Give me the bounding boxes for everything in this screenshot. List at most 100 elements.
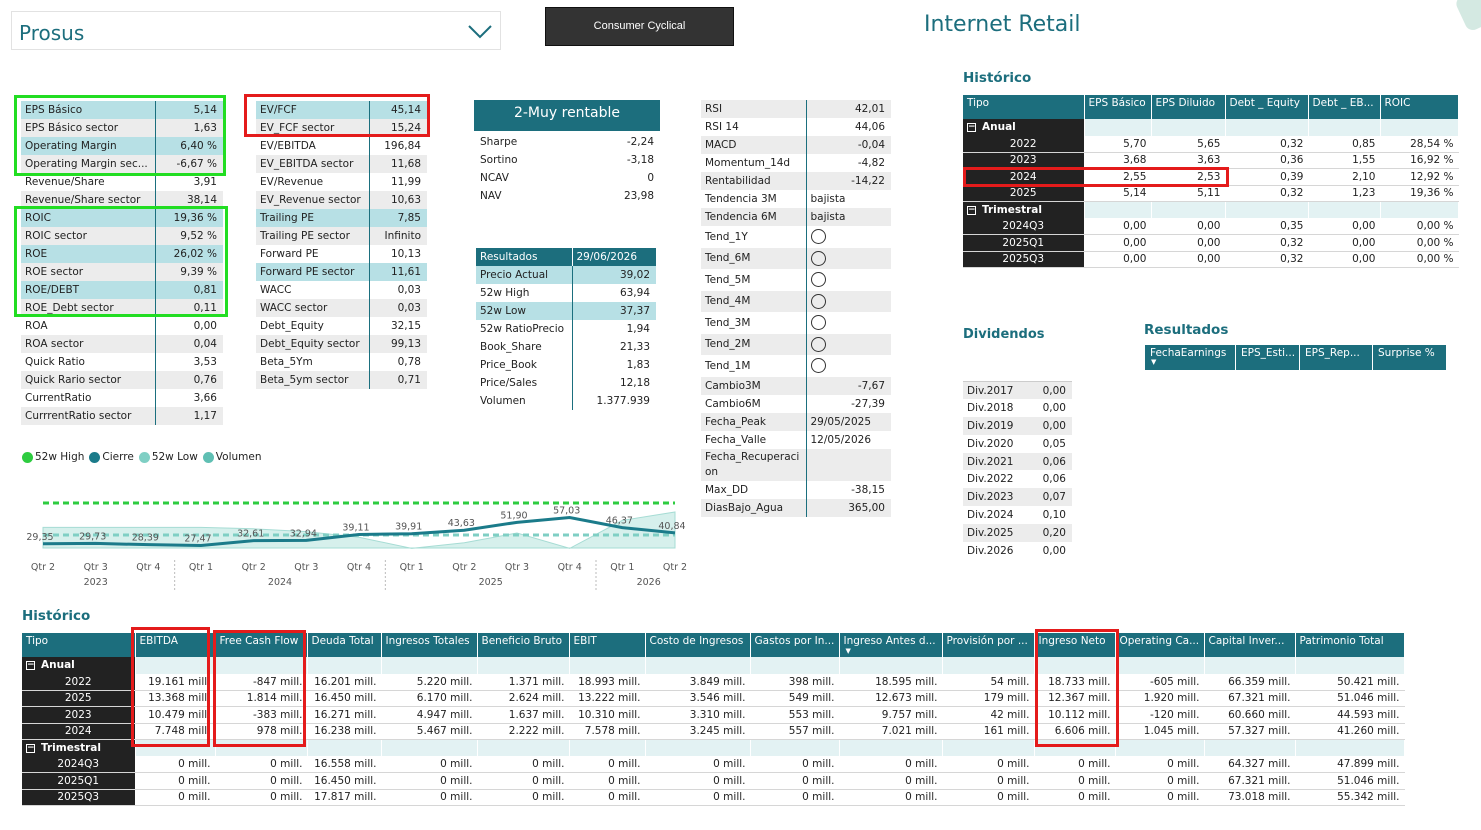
resultado-value: 1,94 bbox=[572, 320, 656, 338]
resultados2-col[interactable]: FechaEarnings ▼ bbox=[1145, 345, 1236, 370]
x-tick-label: Qtr 1 bbox=[189, 562, 213, 573]
col-header[interactable]: Patrimonio Total bbox=[1295, 633, 1405, 657]
highlight-box-red bbox=[131, 627, 210, 747]
cell: 0,00 % bbox=[1380, 234, 1459, 252]
resultados2-col[interactable]: EPS_Rep... bbox=[1300, 345, 1373, 370]
empty-cell bbox=[1034, 739, 1116, 756]
fundamental-label: Revenue/Share sector bbox=[21, 191, 156, 209]
valuation-label: Trailing PE bbox=[256, 209, 370, 227]
legend-dot-icon bbox=[89, 451, 101, 463]
col-header[interactable]: EBITDA bbox=[135, 633, 216, 657]
ratio-label: NCAV bbox=[480, 172, 509, 184]
highlight-box-green bbox=[14, 95, 226, 176]
fundamental-row: ROE sector 9,39 % bbox=[21, 263, 223, 281]
empty-cell bbox=[135, 657, 216, 674]
sector-button[interactable]: Consumer Cyclical bbox=[545, 7, 734, 46]
col-header[interactable]: EBIT bbox=[569, 633, 646, 657]
col-header[interactable]: Tipo bbox=[22, 633, 136, 657]
col-header[interactable]: Tipo bbox=[963, 95, 1085, 119]
valuation-value: 196,84 bbox=[369, 137, 427, 155]
section-row[interactable]: − Trimestral bbox=[22, 739, 1405, 756]
cell: 0,32 bbox=[1225, 185, 1309, 202]
highlight-box-red bbox=[213, 630, 306, 747]
dividend-year: Div.2023 bbox=[963, 488, 1026, 507]
historico-top-table: Tipo EPS Básico EPS Diluido Debt _ Equity De… bbox=[963, 95, 1459, 268]
resultados2-col[interactable]: Surprise % bbox=[1373, 345, 1447, 370]
cell: 0 mill. bbox=[1034, 789, 1116, 806]
cell: 0 mill. bbox=[215, 789, 308, 806]
fundamental-value: 0,00 bbox=[155, 317, 223, 335]
cell: 28,54 % bbox=[1380, 135, 1459, 153]
col-header[interactable]: Capital Inver... bbox=[1204, 633, 1296, 657]
col-header[interactable]: Ingresos Totales bbox=[381, 633, 478, 657]
col-header[interactable]: Ingreso Antes d... ▼ bbox=[839, 633, 943, 657]
row-label: 2024Q3 bbox=[963, 218, 1085, 235]
col-header[interactable]: Debt _ Equity bbox=[1225, 95, 1309, 119]
collapse-icon[interactable]: − bbox=[26, 659, 35, 670]
dividend-year: Div.2017 bbox=[963, 381, 1026, 400]
section-row[interactable]: − Anual bbox=[22, 657, 1405, 674]
tech-value: -7,67 bbox=[806, 376, 891, 395]
empty-cell bbox=[750, 657, 840, 674]
table-row: 2024Q3 0 mill. 0 mill. 16.558 mill. 0 mill. 0… bbox=[22, 756, 1405, 773]
section-row[interactable]: − Anual bbox=[963, 119, 1459, 136]
fundamental-label: Operating Margin bbox=[21, 137, 156, 155]
section-row[interactable]: − Trimestral bbox=[963, 201, 1459, 218]
collapse-icon[interactable]: − bbox=[967, 121, 976, 132]
dividend-year: Div.2022 bbox=[963, 470, 1026, 489]
section-label[interactable]: − Anual bbox=[22, 657, 136, 674]
dividend-row: Div.2026 0,00 bbox=[963, 541, 1072, 560]
section-label[interactable]: − Anual bbox=[963, 119, 1085, 136]
row-label: 2025Q1 bbox=[22, 772, 136, 790]
section-label[interactable]: − Trimestral bbox=[22, 739, 136, 756]
col-header[interactable]: Beneficio Bruto bbox=[477, 633, 570, 657]
row-label: 2024 bbox=[22, 723, 136, 740]
col-header[interactable]: Debt _ EB... bbox=[1308, 95, 1381, 119]
fundamental-row: ROIC sector 9,52 % bbox=[21, 227, 223, 245]
col-header[interactable]: ROIC bbox=[1380, 95, 1459, 119]
col-header[interactable]: Operating Ca... bbox=[1115, 633, 1205, 657]
x-tick-label: Qtr 2 bbox=[663, 562, 687, 573]
col-header[interactable]: Costo de Ingresos bbox=[645, 633, 751, 657]
data-label: 28,39 bbox=[132, 533, 159, 544]
col-header[interactable]: EPS Básico bbox=[1084, 95, 1152, 119]
col-header[interactable]: Provisión por ... bbox=[942, 633, 1035, 657]
cell: -120 mill. bbox=[1115, 706, 1205, 724]
valuation-row: WACC 0,03 bbox=[256, 281, 427, 299]
fundamental-value: 26,02 % bbox=[155, 245, 223, 263]
valuation-label: EV/FCF bbox=[256, 101, 370, 119]
collapse-icon[interactable]: − bbox=[26, 742, 35, 753]
x-tick-label: Qtr 2 bbox=[452, 562, 476, 573]
col-header[interactable]: EPS Diluido bbox=[1151, 95, 1226, 119]
fundamental-row: CurrrentRatio sector 1,17 bbox=[21, 407, 223, 425]
tech-row: Tend_6M bbox=[701, 247, 891, 269]
historico-top-title: Histórico bbox=[963, 70, 1032, 86]
ratio-row: NAV 23,98 bbox=[476, 187, 660, 205]
cell: 0 mill. bbox=[381, 789, 478, 806]
valuation-label: Debt_Equity sector bbox=[256, 335, 370, 353]
ratio-value: 0 bbox=[647, 172, 654, 184]
dividend-row: Div.2018 0,00 bbox=[963, 399, 1072, 418]
trend-circle-icon bbox=[810, 336, 826, 352]
data-label: 27,47 bbox=[184, 534, 211, 545]
col-header[interactable]: Free Cash Flow bbox=[215, 633, 308, 657]
resultado-row: Precio Actual 39,02 bbox=[476, 266, 656, 284]
fundamental-label: CurrrentRatio sector bbox=[21, 407, 156, 425]
valuation-row: EV/EBITDA 196,84 bbox=[256, 137, 427, 155]
cell: 0 mill. bbox=[839, 756, 943, 773]
tech-label: Tendencia 6M bbox=[701, 208, 807, 226]
cell: 5,11 bbox=[1151, 185, 1226, 202]
col-header[interactable]: Deuda Total bbox=[307, 633, 382, 657]
col-header[interactable]: Gastos por In... bbox=[750, 633, 840, 657]
valuation-row: WACC sector 0,03 bbox=[256, 299, 427, 317]
resultados2-col[interactable]: EPS_Esti... bbox=[1236, 345, 1300, 370]
valuation-value: 10,63 bbox=[369, 191, 427, 209]
data-label: 40,84 bbox=[658, 521, 685, 532]
fundamental-label: Operating Margin sec... bbox=[21, 155, 156, 173]
collapse-icon[interactable]: − bbox=[967, 204, 976, 215]
section-label[interactable]: − Trimestral bbox=[963, 201, 1085, 218]
company-dropdown[interactable]: Prosus bbox=[11, 11, 501, 50]
tech-row: Cambio3M -7,67 bbox=[701, 376, 891, 395]
tech-row: Max_DD -38,15 bbox=[701, 480, 891, 499]
col-header[interactable]: Ingreso Neto bbox=[1034, 633, 1116, 657]
